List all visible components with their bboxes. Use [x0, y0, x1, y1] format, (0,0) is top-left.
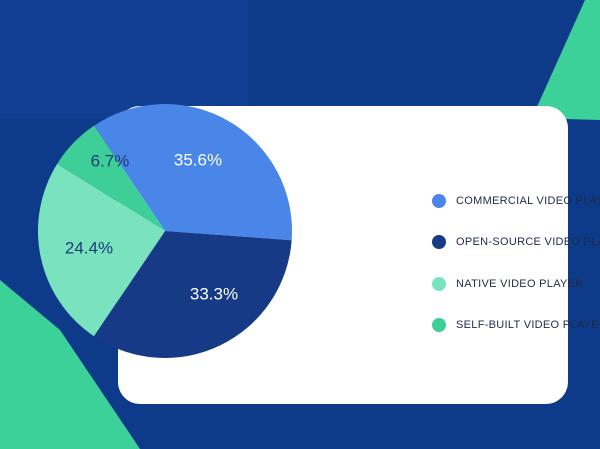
pie-slice-1: [93, 103, 293, 241]
legend-swatch: [432, 194, 446, 208]
legend-label: OPEN-SOURCE VIDEO PLAYER: [456, 236, 600, 248]
legend-item: NATIVE VIDEO PLAYER: [432, 277, 584, 291]
corner-accent-bottom-left: [0, 280, 140, 449]
legend-swatch: [432, 318, 446, 332]
pie-slice-label-1: 35.6%: [174, 150, 222, 169]
pie-slice-3: [37, 163, 165, 337]
legend-swatch: [432, 277, 446, 291]
legend-item: COMMERCIAL VIDEO PLAYER: [432, 194, 600, 208]
legend-label: SELF-BUILT VIDEO PLAYER: [456, 319, 600, 331]
legend-swatch: [432, 235, 446, 249]
legend-label: COMMERCIAL VIDEO PLAYER: [456, 195, 600, 207]
corner-accent-top-right: [532, 0, 600, 120]
legend-item: OPEN-SOURCE VIDEO PLAYER: [432, 235, 600, 249]
pie-slice-label-3: 24.4%: [65, 238, 113, 257]
legend-label: NATIVE VIDEO PLAYER: [456, 278, 584, 290]
pie-slice-2: [93, 231, 292, 359]
pie-slice-label-4: 6.7%: [91, 151, 130, 170]
pie-slice-4: [57, 125, 165, 231]
background-panel: [0, 0, 248, 118]
pie-slice-label-2: 33.3%: [190, 284, 238, 303]
legend-item: SELF-BUILT VIDEO PLAYER: [432, 318, 600, 332]
